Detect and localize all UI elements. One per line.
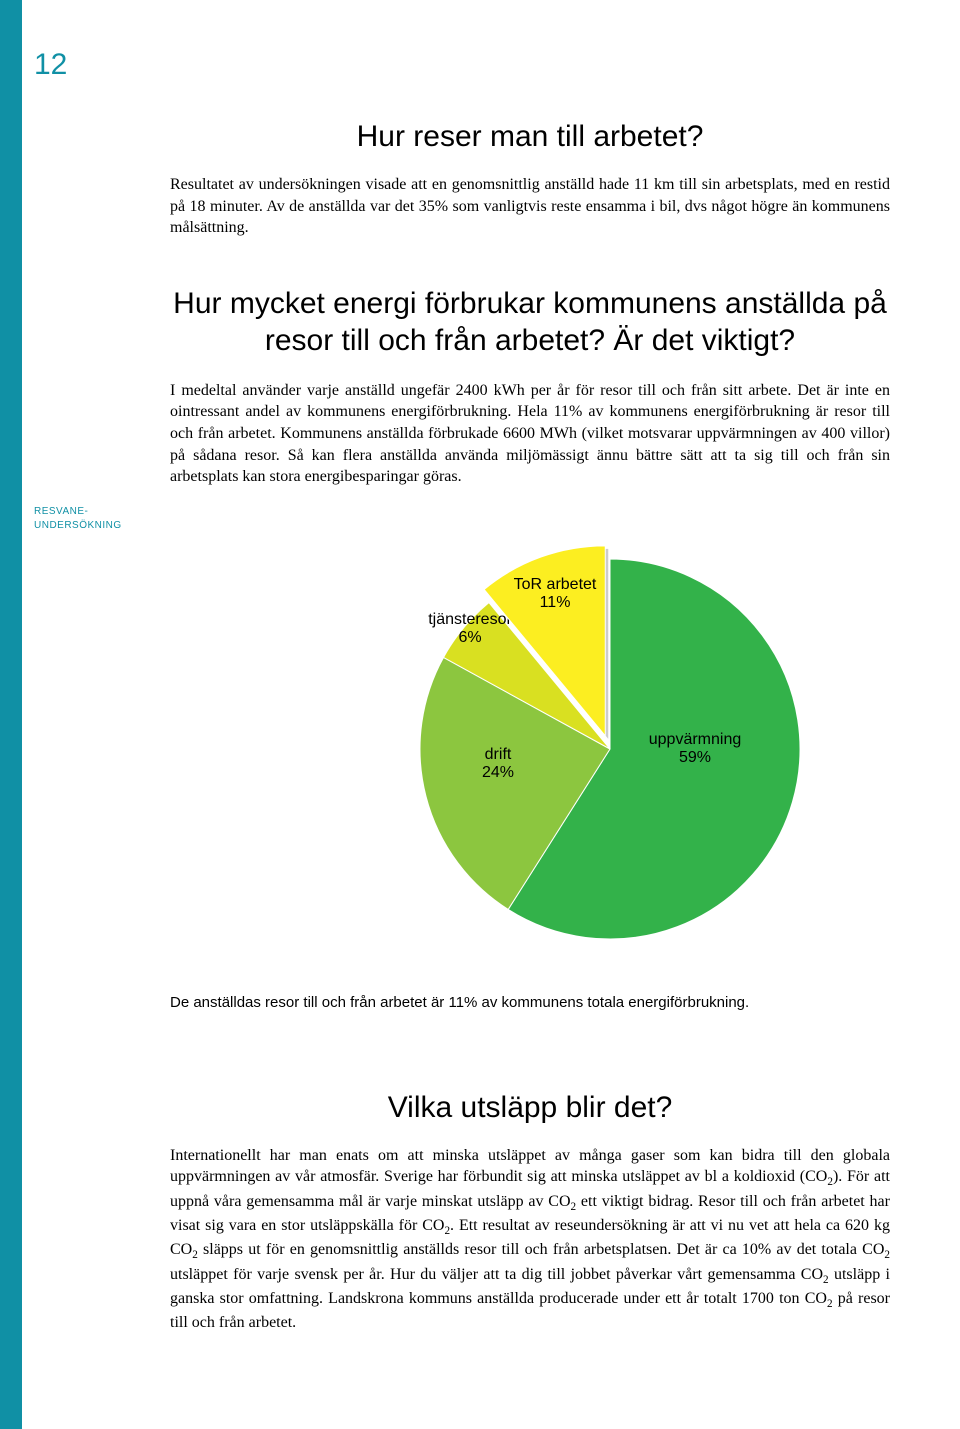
pie-slice-label: ToR arbetet <box>514 576 597 593</box>
paragraph-2: I medeltal använder varje anställd ungef… <box>170 380 890 488</box>
energy-pie-chart: uppvärmning59% drift24% tjänsteresor6% ToR … <box>170 534 890 954</box>
pie-slice-percent: 6% <box>458 629 481 646</box>
page-number: 12 <box>34 48 67 82</box>
chart-caption: De anställdas resor till och från arbete… <box>170 994 890 1011</box>
main-content: Hur reser man till arbetet? Resultatet a… <box>170 120 890 1380</box>
heading-1: Hur reser man till arbetet? <box>170 120 890 154</box>
sidebar-section-label: RESVANE- UNDERSÖKNING <box>34 505 122 533</box>
pie-slice-label: tjänsteresor <box>428 611 512 628</box>
pie-slice-percent: 11% <box>540 594 571 611</box>
pie-slice-percent: 24% <box>482 764 514 781</box>
pie-slice-label: uppvärmning <box>649 731 742 748</box>
pie-slice-label: drift <box>485 746 512 763</box>
heading-2: Hur mycket energi förbrukar kommunens an… <box>170 285 890 360</box>
paragraph-3: Internationellt har man enats om att min… <box>170 1145 890 1334</box>
heading-3: Vilka utsläpp blir det? <box>170 1091 890 1125</box>
pie-slice-percent: 59% <box>679 749 711 766</box>
sidebar-label-line1: RESVANE- <box>34 506 88 517</box>
paragraph-1: Resultatet av undersökningen visade att … <box>170 174 890 239</box>
sidebar-accent-bar <box>0 0 22 1429</box>
sidebar-label-line2: UNDERSÖKNING <box>34 520 122 531</box>
